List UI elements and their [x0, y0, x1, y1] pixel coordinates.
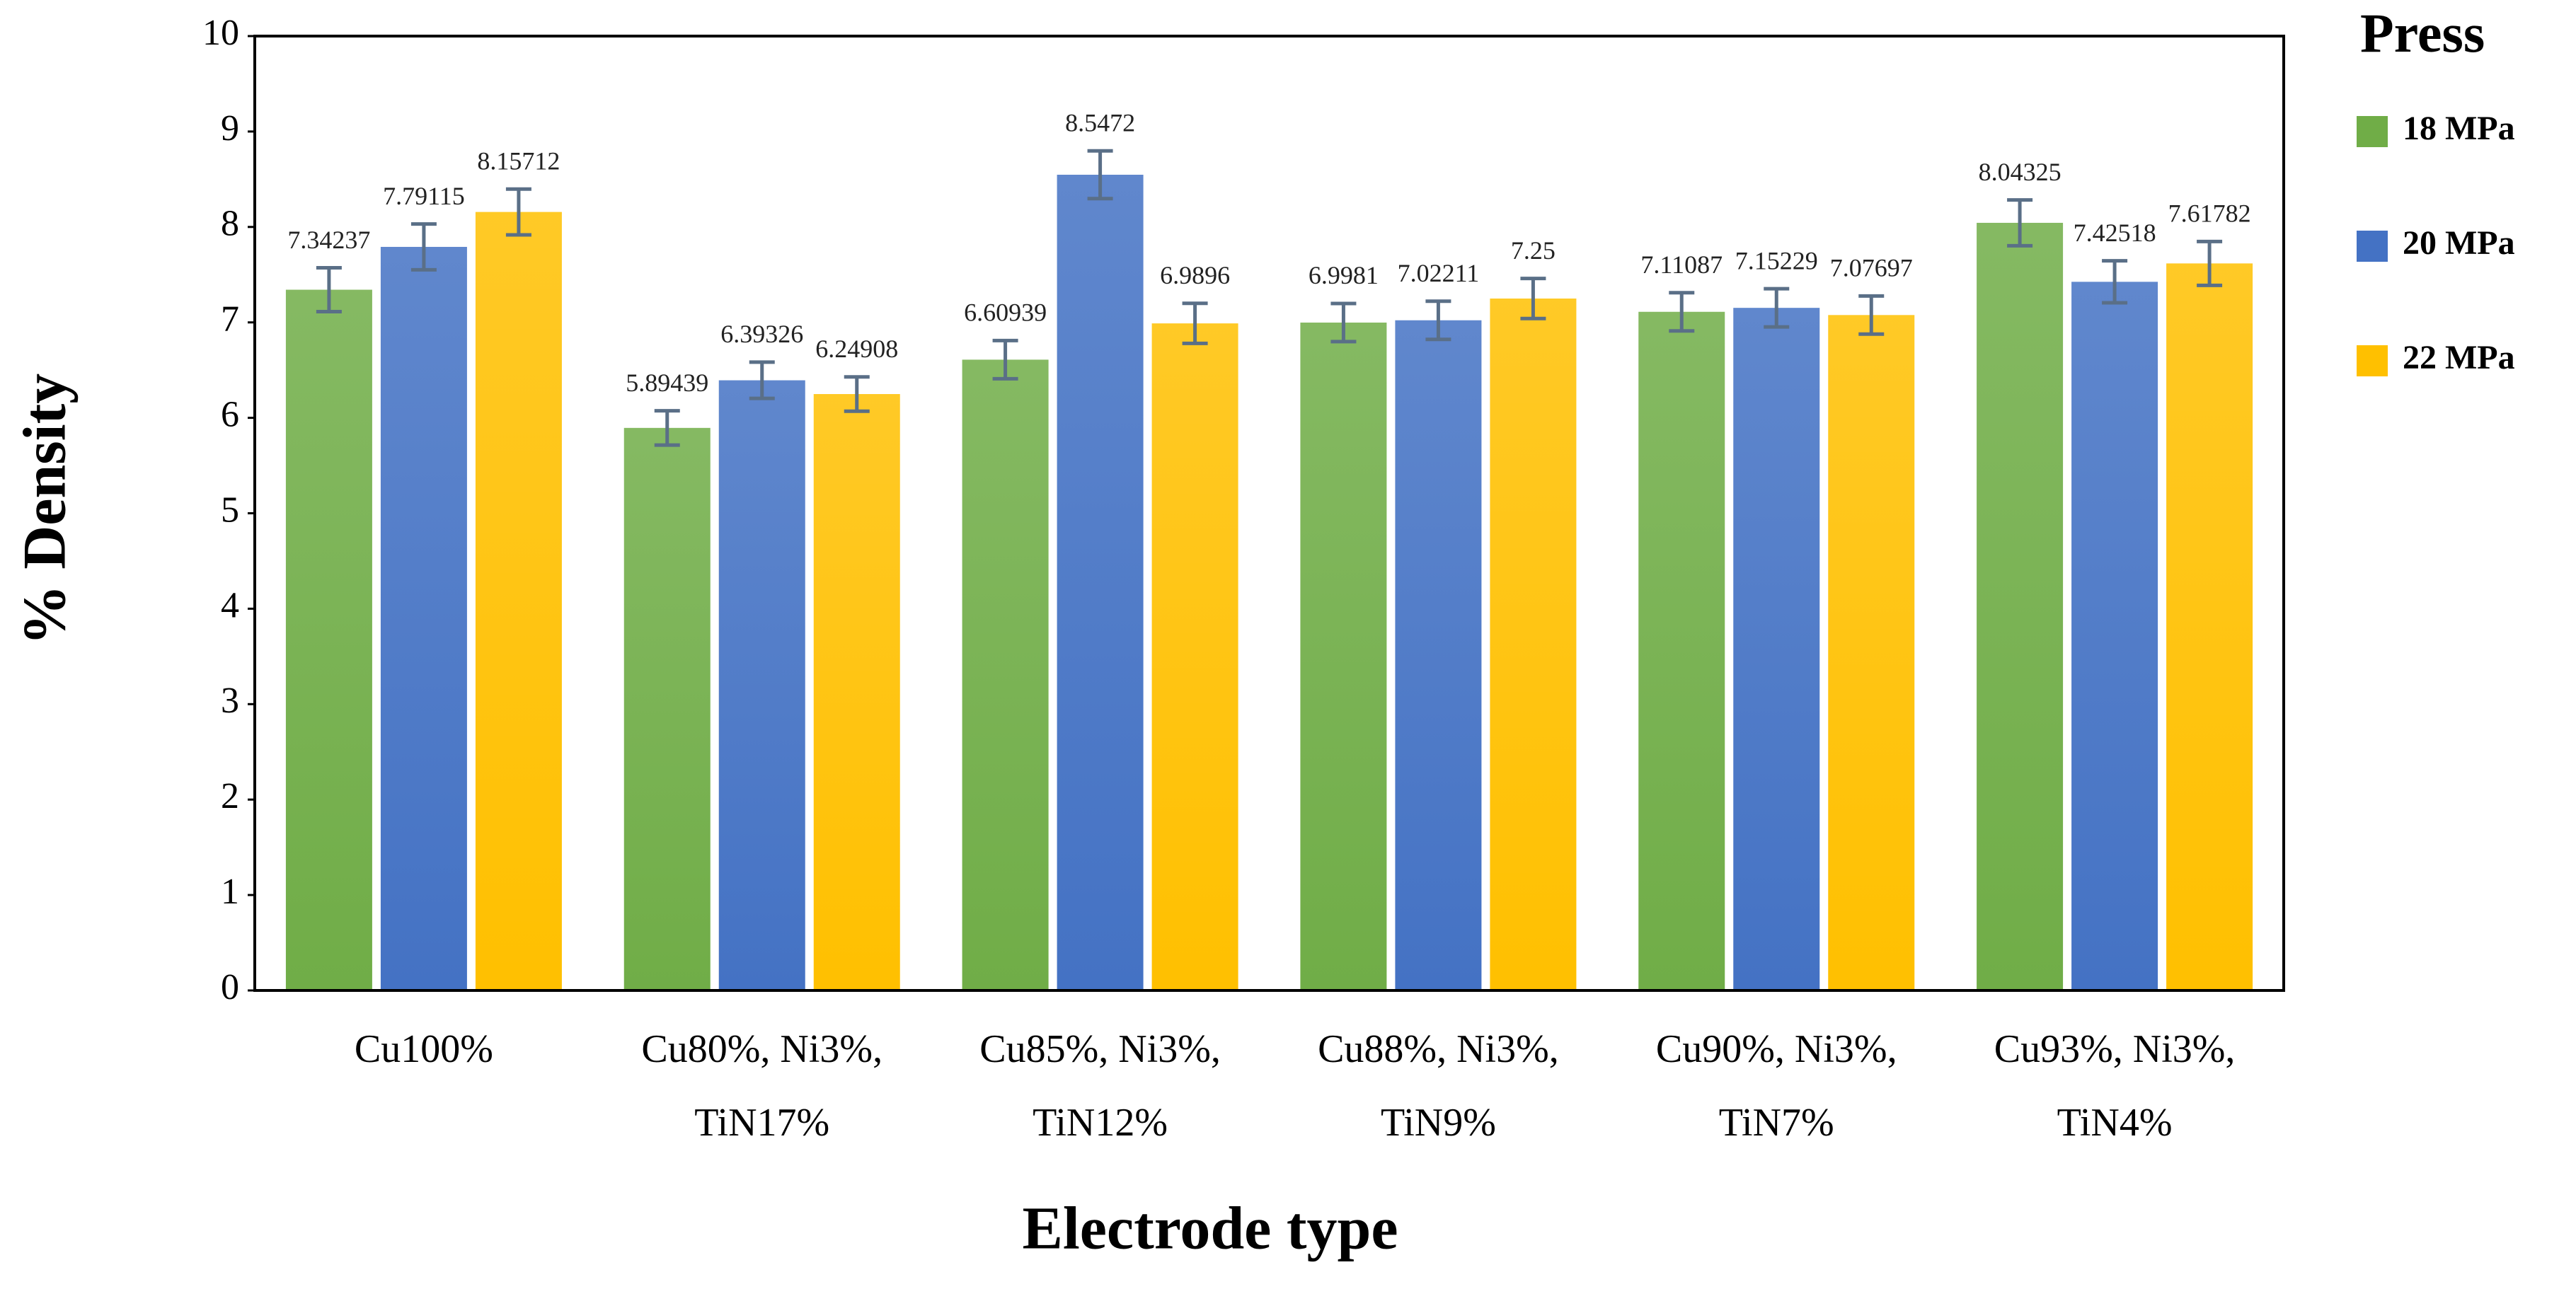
y-tick-label: 3: [221, 681, 239, 721]
error-bar: [844, 375, 870, 413]
data-label: 7.25: [1511, 236, 1556, 265]
y-tick-label: 8: [221, 204, 239, 244]
data-label: 8.5472: [1065, 109, 1135, 137]
error-bar: [1669, 291, 1695, 333]
data-label: 7.34237: [287, 226, 370, 254]
error-bar: [992, 338, 1018, 381]
bar: [380, 246, 467, 990]
data-label: 6.9981: [1309, 261, 1379, 289]
data-label: 6.60939: [964, 299, 1047, 327]
x-tick-label: TiN12%: [1033, 1101, 1168, 1145]
error-bar: [1330, 301, 1357, 344]
x-tick-label: Cu85%, Ni3%,: [979, 1027, 1221, 1071]
error-bar: [316, 265, 342, 314]
error-bar: [1858, 294, 1885, 336]
y-tick-label: 7: [221, 299, 239, 340]
bar: [1828, 315, 1915, 990]
data-label: 6.39326: [720, 320, 803, 348]
x-tick-label: Cu100%: [355, 1027, 493, 1071]
error-bar: [410, 222, 437, 272]
bar: [1151, 323, 1238, 990]
y-tick-label: 10: [202, 13, 239, 53]
bar: [1490, 298, 1577, 991]
bar: [813, 393, 900, 990]
bar: [475, 212, 562, 991]
x-axis-title: Electrode type: [1023, 1194, 1398, 1262]
error-bar: [749, 360, 775, 400]
x-tick-label: TiN9%: [1381, 1101, 1496, 1145]
bar: [2166, 263, 2253, 990]
data-label: 7.42518: [2074, 219, 2156, 247]
y-tick-label: 5: [221, 490, 239, 530]
plot-frame: [253, 35, 2285, 992]
y-tick-label: 1: [221, 872, 239, 912]
bar: [1300, 322, 1387, 990]
x-tick-label: Cu88%, Ni3%,: [1318, 1027, 1559, 1071]
data-label: 7.07697: [1830, 254, 1913, 282]
data-label: 8.04325: [1979, 158, 2062, 186]
x-tick-label: TiN4%: [2057, 1101, 2173, 1145]
error-bar: [1182, 301, 1208, 345]
bar: [718, 380, 805, 990]
error-bar: [1425, 299, 1451, 342]
bar: [962, 359, 1049, 990]
legend-label: 20 MPa: [2403, 224, 2515, 262]
error-bar: [2102, 259, 2128, 305]
y-tick-label: 9: [221, 108, 239, 149]
error-bar: [505, 187, 531, 237]
data-label: 7.11087: [1640, 250, 1723, 279]
x-tick-label: Cu90%, Ni3%,: [1656, 1027, 1897, 1071]
y-tick-label: 2: [221, 776, 239, 816]
data-label: 7.61782: [2168, 200, 2251, 228]
bar: [1057, 174, 1144, 991]
data-label: 6.9896: [1160, 261, 1230, 289]
bar: [1638, 311, 1725, 990]
legend-label: 18 MPa: [2403, 110, 2515, 147]
y-tick-label: 6: [221, 395, 239, 435]
legend-swatch: [2357, 231, 2388, 262]
data-label: 7.79115: [383, 182, 465, 210]
x-tick-label: TiN7%: [1719, 1101, 1834, 1145]
error-bar: [2197, 239, 2223, 287]
data-label: 7.02211: [1398, 259, 1480, 287]
legend-label: 22 MPa: [2403, 339, 2515, 376]
x-tick-label: Cu93%, Ni3%,: [1994, 1027, 2236, 1071]
bar: [1395, 320, 1482, 990]
x-tick-label: TiN17%: [694, 1101, 829, 1145]
legend-title: Press: [2360, 2, 2485, 64]
error-bar: [654, 409, 680, 447]
bar: [1733, 308, 1820, 990]
legend-swatch: [2357, 116, 2388, 147]
bar: [285, 289, 372, 990]
bar: [2071, 282, 2158, 990]
data-label: 5.89439: [626, 369, 708, 397]
data-label: 6.24908: [815, 335, 898, 363]
y-tick-label: 4: [221, 585, 239, 625]
error-bar: [1764, 287, 1790, 329]
bar: [623, 427, 711, 990]
y-tick-label: 0: [221, 967, 239, 1007]
data-label: 8.15712: [477, 146, 560, 175]
error-bar: [2007, 198, 2033, 248]
data-label: 7.15229: [1735, 246, 1818, 274]
bar: [1977, 222, 2064, 990]
error-bar: [1520, 277, 1546, 320]
error-bar: [1087, 149, 1113, 201]
y-axis-title: % Density: [11, 374, 79, 646]
x-tick-label: Cu80%, Ni3%,: [641, 1027, 882, 1071]
legend-swatch: [2357, 345, 2388, 376]
